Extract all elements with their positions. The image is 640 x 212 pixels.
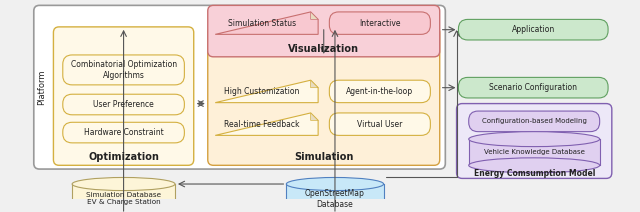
Text: Simulation Status: Simulation Status xyxy=(228,19,296,28)
Ellipse shape xyxy=(72,177,175,191)
Text: Hardware Constraint: Hardware Constraint xyxy=(84,128,163,137)
Text: Visualization: Visualization xyxy=(288,44,359,54)
FancyBboxPatch shape xyxy=(458,77,608,98)
FancyBboxPatch shape xyxy=(468,111,600,132)
Text: Real-time Feedback: Real-time Feedback xyxy=(224,120,300,129)
FancyBboxPatch shape xyxy=(330,12,430,34)
Text: Application: Application xyxy=(511,25,555,34)
Text: Simulation Database
EV & Charge Station: Simulation Database EV & Charge Station xyxy=(86,192,161,205)
Polygon shape xyxy=(310,113,318,120)
Bar xyxy=(72,184,175,212)
FancyBboxPatch shape xyxy=(208,5,440,57)
Bar xyxy=(286,184,383,212)
Text: User Preference: User Preference xyxy=(93,100,154,109)
Polygon shape xyxy=(215,80,318,103)
Ellipse shape xyxy=(468,132,600,147)
Text: Scenario Configuration: Scenario Configuration xyxy=(489,83,577,92)
Ellipse shape xyxy=(286,177,383,191)
FancyBboxPatch shape xyxy=(63,122,184,143)
Text: Optimization: Optimization xyxy=(88,152,159,162)
FancyBboxPatch shape xyxy=(63,55,184,85)
Text: Simulation: Simulation xyxy=(294,152,353,162)
Text: Agent-in-the-loop: Agent-in-the-loop xyxy=(346,87,413,96)
FancyBboxPatch shape xyxy=(63,94,184,115)
Bar xyxy=(468,139,600,165)
Text: Interactive: Interactive xyxy=(359,19,401,28)
Ellipse shape xyxy=(468,158,600,173)
Polygon shape xyxy=(215,12,318,34)
Text: Vehicle Knowledge Database: Vehicle Knowledge Database xyxy=(484,149,584,155)
Text: High Customization: High Customization xyxy=(225,87,300,96)
FancyBboxPatch shape xyxy=(208,27,440,165)
FancyBboxPatch shape xyxy=(456,104,612,179)
Polygon shape xyxy=(310,12,318,20)
FancyBboxPatch shape xyxy=(330,80,430,103)
Text: Configuration-based Modeling: Configuration-based Modeling xyxy=(482,118,587,124)
Polygon shape xyxy=(310,80,318,88)
Text: Virtual User: Virtual User xyxy=(357,120,403,129)
Text: OpenStreetMap
Database: OpenStreetMap Database xyxy=(305,189,365,209)
Text: Platform: Platform xyxy=(36,70,46,105)
Text: Combinatorial Optimization
Algorithms: Combinatorial Optimization Algorithms xyxy=(70,60,177,80)
FancyBboxPatch shape xyxy=(53,27,194,165)
FancyBboxPatch shape xyxy=(458,20,608,40)
FancyBboxPatch shape xyxy=(34,5,445,169)
Ellipse shape xyxy=(286,207,383,212)
Ellipse shape xyxy=(72,207,175,212)
Text: Energy Comsumption Model: Energy Comsumption Model xyxy=(474,169,595,178)
FancyBboxPatch shape xyxy=(330,113,430,135)
Polygon shape xyxy=(215,113,318,135)
